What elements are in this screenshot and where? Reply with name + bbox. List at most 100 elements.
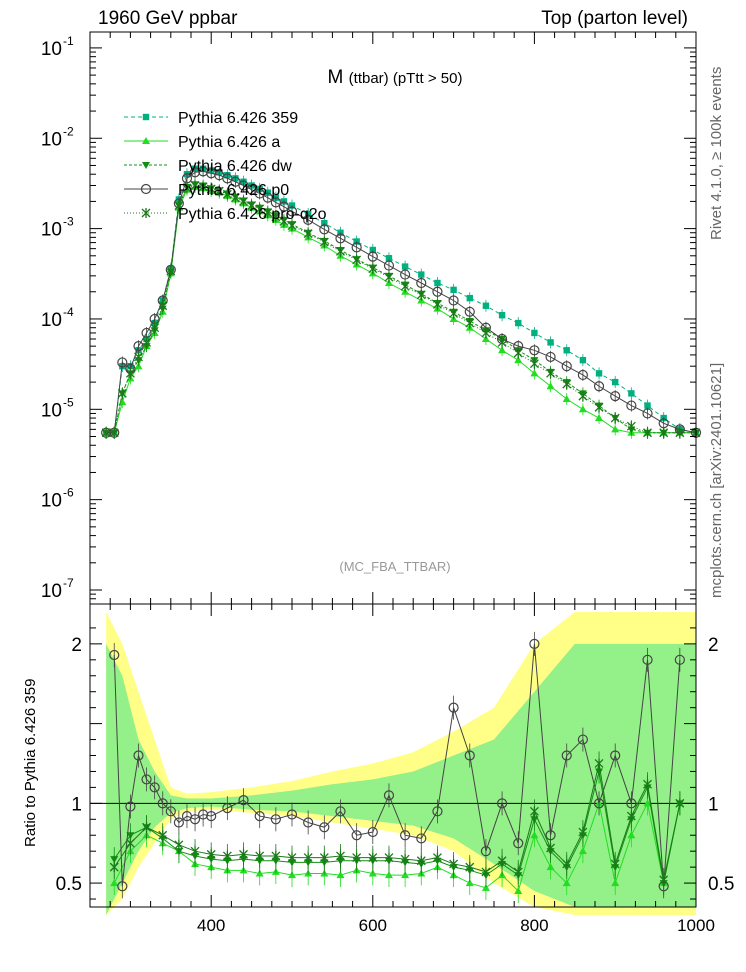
data-point bbox=[434, 279, 441, 287]
legend-label: Pythia 6.426 dw bbox=[178, 158, 292, 175]
data-point bbox=[286, 206, 298, 217]
x-tick-label: 400 bbox=[197, 916, 225, 935]
data-point bbox=[643, 427, 652, 438]
y-tick-exponent: -2 bbox=[63, 124, 74, 138]
ratio-point bbox=[271, 850, 281, 861]
data-point bbox=[464, 306, 475, 317]
legend-marker bbox=[141, 208, 151, 218]
ratio-point bbox=[593, 798, 605, 809]
data-point bbox=[255, 203, 265, 214]
ratio-y-tick-label: 0.5 bbox=[56, 874, 82, 895]
data-point bbox=[319, 237, 329, 248]
data-point bbox=[497, 337, 507, 348]
ratio-point bbox=[529, 806, 539, 817]
data-point bbox=[369, 246, 376, 254]
y-tick-label: 10 bbox=[41, 491, 62, 512]
data-point bbox=[109, 427, 119, 438]
ratio-point bbox=[561, 750, 572, 761]
ratio-point bbox=[368, 869, 377, 877]
data-point bbox=[385, 255, 393, 262]
legend-marker bbox=[142, 113, 150, 121]
data-point bbox=[336, 246, 345, 257]
ratio-point bbox=[416, 833, 427, 844]
data-point bbox=[118, 398, 127, 406]
y-tick-label: 10 bbox=[41, 400, 62, 421]
ratio-point bbox=[133, 750, 144, 761]
data-point bbox=[482, 302, 490, 309]
ratio-point bbox=[643, 799, 652, 807]
data-point bbox=[263, 207, 273, 218]
data-point bbox=[513, 347, 523, 358]
ratio-point bbox=[642, 654, 653, 665]
data-point bbox=[166, 265, 176, 276]
data-point bbox=[659, 427, 669, 438]
ratio-point bbox=[352, 852, 362, 863]
y-tick-label: 10 bbox=[41, 220, 62, 241]
legend-label: Pythia 6.426 p0 bbox=[178, 182, 289, 199]
ratio-point bbox=[383, 790, 395, 801]
ratio-point bbox=[174, 839, 184, 850]
data-point bbox=[562, 379, 572, 390]
legend-label: Pythia 6.426 359 bbox=[178, 110, 298, 127]
ratio-point bbox=[319, 822, 330, 833]
ratio-point bbox=[675, 798, 685, 809]
data-point bbox=[222, 189, 232, 200]
data-point bbox=[465, 318, 475, 329]
ratio-point bbox=[497, 855, 507, 866]
data-point bbox=[352, 254, 362, 265]
y-tick-exponent: -6 bbox=[63, 486, 74, 500]
data-point bbox=[271, 211, 281, 222]
data-point bbox=[246, 184, 257, 195]
ratio-point bbox=[255, 869, 264, 877]
data-point bbox=[254, 188, 265, 199]
ratio-point bbox=[367, 826, 378, 838]
legend-label: Pythia 6.426 a bbox=[178, 134, 280, 151]
data-point bbox=[279, 216, 289, 227]
y-tick-exponent: -5 bbox=[63, 395, 74, 409]
data-point bbox=[239, 196, 248, 207]
ratio-point bbox=[239, 849, 248, 860]
ratio-point bbox=[513, 838, 524, 849]
data-point bbox=[206, 183, 216, 194]
data-point bbox=[238, 180, 249, 191]
ratio-point bbox=[125, 838, 135, 849]
data-point bbox=[142, 337, 152, 348]
data-point bbox=[134, 351, 143, 362]
data-point bbox=[642, 408, 653, 419]
ratio-point bbox=[449, 858, 459, 869]
ratio-y-tick-label: 1 bbox=[71, 794, 82, 815]
ratio-y-tick-label-right: 2 bbox=[708, 635, 719, 656]
y-tick-label: 10 bbox=[41, 310, 62, 331]
ratio-y-tick-label: 2 bbox=[71, 635, 82, 656]
data-point bbox=[101, 427, 111, 438]
series-0 bbox=[102, 162, 700, 439]
ratio-point bbox=[480, 846, 492, 857]
ratio-point bbox=[611, 879, 620, 887]
series-line bbox=[106, 186, 696, 434]
data-point bbox=[611, 425, 620, 433]
ratio-point bbox=[384, 871, 393, 879]
data-point bbox=[675, 427, 685, 438]
ratio-point bbox=[189, 814, 201, 825]
data-point bbox=[270, 197, 281, 208]
data-point bbox=[561, 361, 572, 372]
ratio-point bbox=[222, 850, 232, 861]
y-tick-exponent: -7 bbox=[63, 576, 74, 590]
data-point bbox=[230, 192, 240, 203]
data-point bbox=[158, 300, 168, 311]
data-point bbox=[466, 294, 473, 302]
data-point bbox=[432, 286, 443, 297]
ratio-point bbox=[222, 803, 233, 814]
ratio-point bbox=[286, 809, 298, 820]
data-point bbox=[450, 286, 457, 294]
ratio-point bbox=[270, 814, 281, 825]
data-point bbox=[498, 312, 506, 319]
data-point bbox=[319, 224, 330, 235]
ratio-point bbox=[149, 782, 160, 793]
ratio-point bbox=[303, 852, 313, 863]
ratio-point bbox=[514, 887, 523, 895]
data-point bbox=[498, 346, 507, 354]
ratio-point bbox=[578, 847, 587, 855]
main-plot: 10-710-610-510-410-310-210 -1M (ttbar) (p… bbox=[41, 31, 702, 605]
ratio-point bbox=[416, 855, 426, 866]
